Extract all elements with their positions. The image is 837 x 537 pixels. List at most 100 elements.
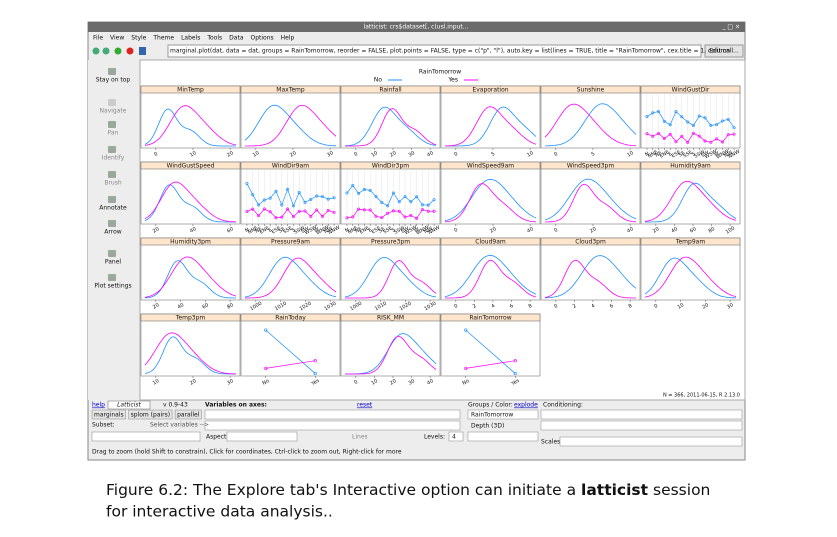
density-curve bbox=[144, 184, 236, 223]
density-curve bbox=[144, 256, 237, 298]
tick-label: 0 bbox=[453, 303, 459, 310]
tick-label: 20 bbox=[389, 150, 398, 158]
sidebar-icon[interactable] bbox=[108, 171, 116, 178]
tick-label: 0 bbox=[553, 227, 559, 234]
category-point bbox=[320, 214, 324, 218]
input-box[interactable] bbox=[204, 409, 461, 420]
density-curve bbox=[444, 254, 537, 298]
legend-title: RainTomorrow bbox=[419, 69, 461, 76]
category-point bbox=[351, 215, 355, 219]
menu-item[interactable]: Tools bbox=[206, 35, 222, 42]
tick-label: SSE bbox=[282, 225, 293, 235]
category-point bbox=[686, 140, 690, 144]
menu-item[interactable]: View bbox=[110, 35, 124, 42]
view-button[interactable] bbox=[174, 409, 202, 420]
sidebar-label[interactable]: Panel bbox=[105, 259, 122, 266]
control-label[interactable]: RainTomorrow bbox=[471, 412, 513, 419]
panel-title: RISK_MM bbox=[377, 314, 404, 321]
view-button[interactable] bbox=[128, 409, 173, 420]
category-point bbox=[691, 123, 695, 127]
view-button-label[interactable]: marginals bbox=[94, 412, 124, 419]
category-point bbox=[709, 123, 713, 127]
panel-strip bbox=[340, 161, 441, 170]
tick-label: E bbox=[368, 227, 374, 234]
input-box[interactable] bbox=[467, 409, 539, 420]
menu-item[interactable]: Labels bbox=[181, 35, 200, 42]
sidebar-label[interactable]: Brush bbox=[104, 180, 122, 187]
sidebar bbox=[88, 60, 140, 400]
call-box[interactable] bbox=[167, 44, 702, 58]
category-point bbox=[326, 209, 330, 213]
sidebar-icon[interactable] bbox=[108, 250, 116, 257]
sidebar-label[interactable]: Plot settings bbox=[94, 283, 131, 290]
control-label[interactable]: Depth (3D) bbox=[471, 423, 504, 430]
sidebar-label[interactable]: Stay on top bbox=[96, 77, 131, 84]
input-box[interactable] bbox=[559, 436, 743, 447]
control-label[interactable]: help bbox=[92, 402, 105, 409]
menu-item[interactable]: File bbox=[93, 35, 103, 42]
tick-label: 10 bbox=[526, 150, 535, 158]
back-icon[interactable] bbox=[92, 47, 100, 55]
category-point bbox=[291, 215, 295, 219]
tick-label: WSW bbox=[304, 225, 318, 237]
menu-item[interactable]: Theme bbox=[152, 35, 174, 42]
panel-strip bbox=[540, 161, 641, 170]
menu-item[interactable]: Style bbox=[131, 35, 146, 42]
category-point bbox=[303, 209, 307, 213]
sidebar-icon[interactable] bbox=[108, 220, 116, 227]
sidebar-label[interactable]: Arrow bbox=[104, 229, 121, 236]
category-point bbox=[286, 207, 290, 211]
sidebar-label[interactable]: Identify bbox=[102, 155, 125, 162]
control-label[interactable]: reset bbox=[357, 402, 373, 409]
sidebar-label[interactable]: Annotate bbox=[99, 205, 127, 212]
input-box[interactable] bbox=[467, 431, 539, 442]
panel-title: Cloud9am bbox=[475, 238, 506, 245]
view-button-label[interactable]: parallel bbox=[177, 412, 200, 419]
menu-item[interactable]: Options bbox=[251, 35, 274, 42]
tick-label: ENE bbox=[659, 149, 671, 159]
panel-title: Sunshine bbox=[577, 86, 605, 93]
category-point bbox=[374, 214, 378, 218]
input-box[interactable] bbox=[540, 420, 743, 431]
panel-title: WindDir3pm bbox=[372, 162, 409, 169]
sidebar-icon[interactable] bbox=[108, 68, 116, 75]
menu-item[interactable]: Help bbox=[281, 35, 295, 42]
input-box[interactable] bbox=[91, 431, 201, 442]
tick-label: N bbox=[244, 227, 250, 234]
edit-button-label[interactable]: Edit call... bbox=[709, 48, 739, 55]
category-point bbox=[391, 209, 395, 213]
menu-item[interactable]: Data bbox=[229, 35, 244, 42]
tick-label: No bbox=[262, 378, 271, 387]
density-curve bbox=[245, 257, 337, 299]
tick-label: 60 bbox=[226, 226, 235, 234]
sidebar-label[interactable]: Pan bbox=[108, 130, 119, 137]
sidebar-icon[interactable] bbox=[108, 146, 116, 153]
sidebar-label[interactable]: Navigate bbox=[100, 108, 127, 115]
edit-button[interactable] bbox=[704, 44, 744, 58]
sidebar-icon[interactable] bbox=[108, 121, 116, 128]
tick-label: 30 bbox=[326, 150, 335, 158]
input-box[interactable] bbox=[226, 431, 298, 442]
reload-icon[interactable] bbox=[114, 47, 122, 55]
window-controls[interactable]: _ □ × bbox=[721, 24, 740, 31]
tick-label: ENE bbox=[259, 225, 271, 235]
save-icon[interactable] bbox=[139, 47, 146, 55]
category-point bbox=[386, 204, 390, 208]
sidebar-icon[interactable] bbox=[108, 99, 116, 106]
tick-label: N bbox=[644, 151, 650, 158]
control-label[interactable]: explode bbox=[514, 402, 538, 409]
view-button-label[interactable]: splom (pairs) bbox=[131, 412, 170, 419]
view-button[interactable] bbox=[91, 409, 126, 420]
call-text[interactable]: marginal.plot(dat, data = dat, groups = … bbox=[170, 48, 730, 55]
stop-icon[interactable] bbox=[126, 47, 134, 55]
sidebar-icon[interactable] bbox=[108, 196, 116, 203]
tick-label: 20 bbox=[652, 226, 661, 234]
category-point bbox=[391, 191, 395, 195]
input-box[interactable] bbox=[540, 409, 743, 420]
sidebar-icon[interactable] bbox=[108, 274, 116, 281]
input-box[interactable] bbox=[448, 431, 464, 442]
density-curve bbox=[544, 259, 636, 299]
input-box[interactable] bbox=[204, 420, 461, 431]
panel-strip bbox=[640, 85, 741, 94]
forward-icon[interactable] bbox=[102, 47, 110, 55]
